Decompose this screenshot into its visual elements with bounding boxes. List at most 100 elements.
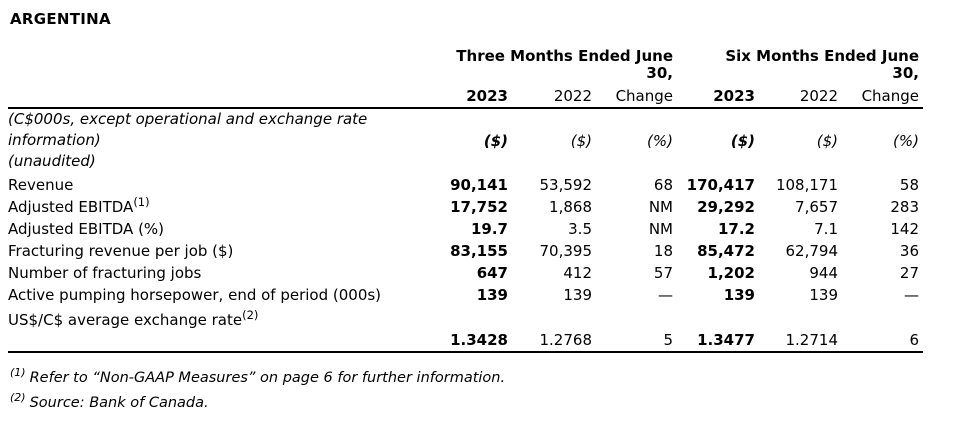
cell-value: 90,141 [450,176,508,194]
row-label: Fracturing revenue per job ($) [8,238,430,260]
row-label-text: Revenue [8,176,74,194]
cell-value: 27 [899,264,919,282]
column-header-2022: 2022 [755,82,838,109]
page-title: ARGENTINA [10,10,111,28]
row-label-text: Active pumping horsepower, end of period… [8,286,382,304]
footnote-text: Refer to “Non-GAAP Measures” on page 6 f… [29,370,506,386]
spacer-cell [8,329,430,353]
cell-value: 1.3477 [673,329,755,353]
cell-value: 17,752 [450,198,508,216]
cell-value: 6 [838,329,923,353]
column-header-change: Change [838,82,923,109]
cell-value: 1,868 [549,198,592,216]
cell-value: 3.5 [568,220,592,238]
cell-value: 53,592 [539,176,593,194]
unit-cell: ($) [570,131,592,150]
footnote-ref: (1) [133,195,150,209]
cell-value: 1.2714 [755,329,838,353]
row-label: Number of fracturing jobs [8,260,430,282]
period-header-line: 30, [892,64,919,82]
row-label-text: Adjusted EBITDA [8,198,134,216]
cell-value: 68 [653,176,673,194]
spacer-cell [8,45,430,82]
row-label-text: Number of fracturing jobs [8,264,202,282]
cell-value: 36 [899,242,919,260]
cell-value: 17.2 [717,220,755,238]
cell-value: 139 [476,286,508,304]
cell-value: 70,395 [539,242,593,260]
cell-value: 170,417 [686,176,755,194]
cell-value: 57 [653,264,673,282]
cell-value: 58 [899,176,919,194]
cell-value: 139 [809,286,838,304]
unit-cell: (%) [893,131,919,150]
cell-value: 139 [563,286,592,304]
row-label-text: US$/C$ average exchange rate [8,311,243,329]
row-label: Adjusted EBITDA(1) [8,194,430,216]
period-header-line: Three Months Ended June [456,47,673,65]
six-months-header: Six Months Ended June 30, [673,45,923,82]
cell-value: 1.3428 [430,329,508,353]
cell-value: 412 [563,264,592,282]
table-row-revenue: Revenue 90,141 53,592 68 170,417 108,171… [8,172,923,194]
cell-value: 1.2768 [508,329,592,353]
footnotes: (1) Refer to “Non-GAAP Measures” on page … [10,366,962,416]
cell-value: 18 [653,242,673,260]
unit-cell: ($) [730,131,755,150]
footnote-ref: (2) [242,308,259,322]
footnote-text: Source: Bank of Canada. [29,395,209,411]
row-label: Active pumping horsepower, end of period… [8,282,430,304]
footnote-marker: (1) [10,366,26,380]
cell-value: 1,202 [707,264,755,282]
unit-cell: (%) [647,131,673,150]
cell-value: 139 [723,286,755,304]
column-header-change: Change [592,82,673,109]
column-header-2023: 2023 [673,82,755,109]
table-row-exchange-rate-values: 1.3428 1.2768 5 1.3477 1.2714 6 [8,329,923,353]
cell-value: NM [648,198,673,216]
cell-value: 85,472 [697,242,755,260]
note-line: (C$000s, except operational and exchange… [8,110,368,128]
cell-value: 108,171 [775,176,838,194]
footnote-marker: (2) [10,391,26,405]
row-label-text: Adjusted EBITDA (%) [8,220,165,238]
cell-value: 7,657 [795,198,838,216]
period-header-row: Three Months Ended June 30, Six Months E… [8,45,923,82]
table-row-exchange-rate-label: US$/C$ average exchange rate(2) [8,304,923,329]
cell-value: 647 [476,264,508,282]
cell-value: 19.7 [470,220,508,238]
period-header-line: Six Months Ended June [725,47,919,65]
table-row-active-pumping-horsepower: Active pumping horsepower, end of period… [8,282,923,304]
note-line: (unaudited) [8,152,96,170]
row-label: Revenue [8,172,430,194]
cell-value: 83,155 [450,242,508,260]
cell-value: 142 [890,220,919,238]
row-label-text: Fracturing revenue per job ($) [8,242,234,260]
cell-value: 62,794 [785,242,839,260]
column-header-2023: 2023 [430,82,508,109]
cell-value: 944 [809,264,838,282]
three-months-header: Three Months Ended June 30, [430,45,673,82]
cell-value: — [904,286,919,304]
argentina-financial-table: Three Months Ended June 30, Six Months E… [8,45,923,353]
cell-value: 7.1 [814,220,838,238]
note-line: information) [8,131,101,149]
table-row-adjusted-ebitda: Adjusted EBITDA(1) 17,752 1,868 NM 29,29… [8,194,923,216]
cell-value: NM [648,220,673,238]
footnote-2: (2) Source: Bank of Canada. [10,391,962,416]
table-note: (C$000s, except operational and exchange… [8,108,430,172]
row-label: US$/C$ average exchange rate(2) [8,304,923,329]
cell-value: — [658,286,673,304]
table-row-adjusted-ebitda-pct: Adjusted EBITDA (%) 19.7 3.5 NM 17.2 7.1… [8,216,923,238]
row-label: Adjusted EBITDA (%) [8,216,430,238]
column-header-2022: 2022 [508,82,592,109]
spacer-cell [8,82,430,109]
cell-value: 5 [592,329,673,353]
units-row: (C$000s, except operational and exchange… [8,108,923,172]
year-header-row: 2023 2022 Change 2023 2022 Change [8,82,923,109]
table-row-fracturing-revenue-per-job: Fracturing revenue per job ($) 83,155 70… [8,238,923,260]
unit-cell: ($) [816,131,838,150]
unit-cell: ($) [483,131,508,150]
